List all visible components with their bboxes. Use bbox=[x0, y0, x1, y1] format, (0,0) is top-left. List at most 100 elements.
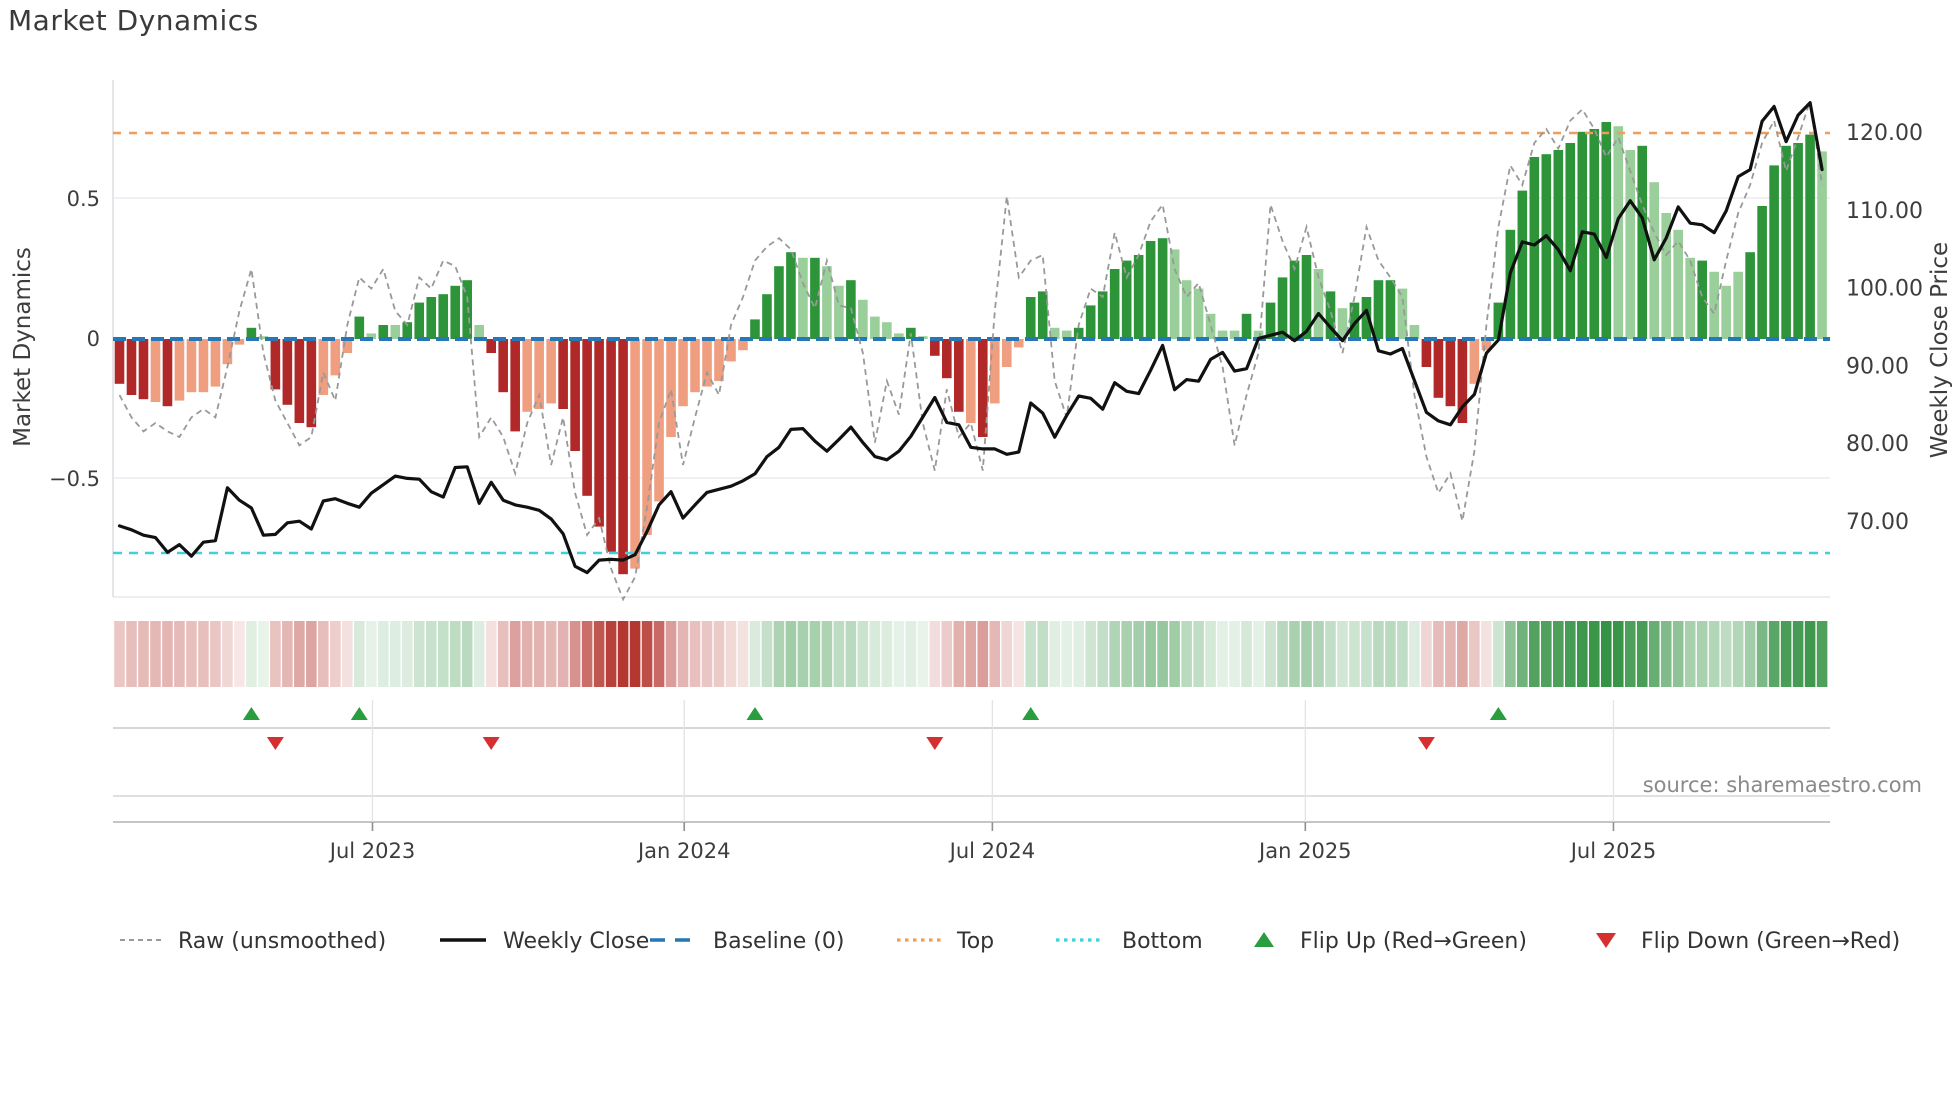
x-tick-label: Jul 2024 bbox=[948, 839, 1035, 863]
oscillator-bar bbox=[1049, 327, 1060, 339]
heatmap-cell bbox=[413, 621, 425, 687]
right-axis-label: Weekly Close Price bbox=[1927, 242, 1953, 458]
oscillator-bar bbox=[1601, 122, 1612, 339]
x-tick-label: Jul 2023 bbox=[328, 839, 415, 863]
oscillator-bar bbox=[1109, 269, 1120, 339]
legend-item: Baseline (0) bbox=[650, 929, 844, 954]
heatmap-cell bbox=[1313, 621, 1324, 687]
flip-up-marker bbox=[350, 707, 368, 720]
oscillator-bar bbox=[366, 333, 377, 339]
heatmap-cell bbox=[773, 621, 785, 687]
heatmap-cell bbox=[1792, 621, 1804, 687]
heatmap-cell bbox=[150, 621, 161, 687]
heatmap-cell bbox=[1720, 621, 1732, 687]
heatmap-cell bbox=[905, 621, 917, 687]
legend-label: Bottom bbox=[1122, 929, 1203, 954]
right-tick-label: 80.00 bbox=[1846, 432, 1909, 457]
flip-down-marker bbox=[1417, 737, 1435, 750]
oscillator-bar bbox=[786, 252, 796, 339]
heatmap-cell bbox=[1121, 621, 1132, 687]
oscillator-bar bbox=[1205, 313, 1216, 339]
heatmap-cell bbox=[198, 621, 209, 687]
oscillator-bar bbox=[618, 339, 628, 575]
oscillator-bar bbox=[1289, 260, 1300, 339]
heatmap-cell bbox=[437, 621, 449, 687]
heatmap-cell bbox=[1636, 621, 1648, 687]
heatmap-cell bbox=[641, 621, 653, 687]
legend-label: Flip Down (Green→Red) bbox=[1641, 929, 1900, 954]
oscillator-bar bbox=[1241, 313, 1252, 339]
heatmap-cell bbox=[1073, 621, 1084, 687]
heatmap-cell bbox=[749, 621, 761, 687]
oscillator-bar bbox=[246, 327, 257, 339]
oscillator-bar bbox=[1553, 150, 1564, 339]
left-axis-label: Market Dynamics bbox=[10, 247, 36, 447]
oscillator-bars-layer bbox=[114, 122, 1827, 575]
heatmap-cell bbox=[449, 621, 461, 687]
oscillator-bar bbox=[1013, 339, 1024, 348]
heatmap-cell bbox=[1660, 621, 1672, 687]
heatmap-cell bbox=[365, 621, 377, 687]
oscillator-bar bbox=[1157, 238, 1168, 339]
oscillator-bar bbox=[1337, 308, 1348, 339]
oscillator-bar bbox=[1481, 339, 1492, 351]
heatmap-cell bbox=[725, 621, 737, 687]
legend-item: Bottom bbox=[1056, 929, 1203, 954]
oscillator-bar bbox=[1037, 291, 1048, 339]
heatmap-cell bbox=[797, 621, 809, 687]
legend-item: Top bbox=[897, 929, 994, 954]
heatmap-cell bbox=[1457, 621, 1468, 687]
oscillator-bar bbox=[965, 339, 976, 423]
oscillator-bar bbox=[606, 339, 616, 552]
oscillator-bar bbox=[1769, 165, 1779, 339]
oscillator-bar bbox=[750, 319, 760, 339]
heatmap-cell bbox=[1061, 621, 1073, 687]
oscillator-bar bbox=[1625, 150, 1636, 339]
x-tick-label: Jul 2025 bbox=[1569, 839, 1656, 863]
oscillator-bar bbox=[426, 297, 437, 339]
oscillator-bar bbox=[1505, 229, 1516, 339]
oscillator-bar bbox=[1085, 305, 1096, 339]
heatmap-cell bbox=[1277, 621, 1288, 687]
heatmap-cell bbox=[1409, 621, 1420, 687]
heatmap-cell bbox=[1373, 621, 1384, 687]
heatmap-cell bbox=[1325, 621, 1336, 687]
heatmap-cell bbox=[1133, 621, 1144, 687]
heatmap-cell bbox=[425, 621, 437, 687]
oscillator-bar bbox=[186, 339, 197, 393]
left-axis-ticks: 0.5 0 −0.5 bbox=[49, 187, 100, 491]
heatmap-cell bbox=[1181, 621, 1192, 687]
flip-up-marker bbox=[1489, 707, 1507, 720]
oscillator-bar bbox=[306, 339, 317, 428]
heatmap-cell bbox=[354, 621, 365, 687]
right-tick-label: 100.00 bbox=[1846, 277, 1923, 302]
right-tick-label: 90.00 bbox=[1846, 354, 1909, 379]
heatmap-cell bbox=[1708, 621, 1720, 687]
marker-band-vertical-gridlines bbox=[371, 700, 1615, 822]
oscillator-bar bbox=[1061, 330, 1072, 339]
oscillator-bar bbox=[1385, 280, 1396, 339]
legend-item: Raw (unsmoothed) bbox=[120, 929, 386, 954]
oscillator-bar bbox=[1805, 134, 1815, 339]
oscillator-bar bbox=[1301, 255, 1312, 339]
legend-label: Top bbox=[956, 929, 994, 954]
oscillator-bar bbox=[1145, 241, 1156, 339]
flip-up-marker bbox=[746, 707, 764, 720]
heatmap-cell bbox=[605, 621, 617, 687]
oscillator-bar bbox=[126, 339, 137, 395]
heatmap-cell bbox=[377, 621, 389, 687]
oscillator-bar bbox=[462, 280, 473, 339]
oscillator-bar bbox=[522, 339, 532, 412]
oscillator-bar bbox=[762, 294, 772, 339]
heatmap-cell bbox=[234, 621, 245, 687]
heatmap-cell bbox=[1385, 621, 1396, 687]
heatmap-cell bbox=[1229, 621, 1240, 687]
heatmap-cell bbox=[1193, 621, 1204, 687]
oscillator-bar bbox=[294, 339, 305, 423]
oscillator-bar bbox=[989, 339, 1000, 404]
oscillator-bar bbox=[1721, 285, 1731, 339]
oscillator-bar bbox=[1565, 143, 1576, 339]
oscillator-bar bbox=[150, 339, 161, 402]
heatmap-cell bbox=[258, 621, 269, 687]
